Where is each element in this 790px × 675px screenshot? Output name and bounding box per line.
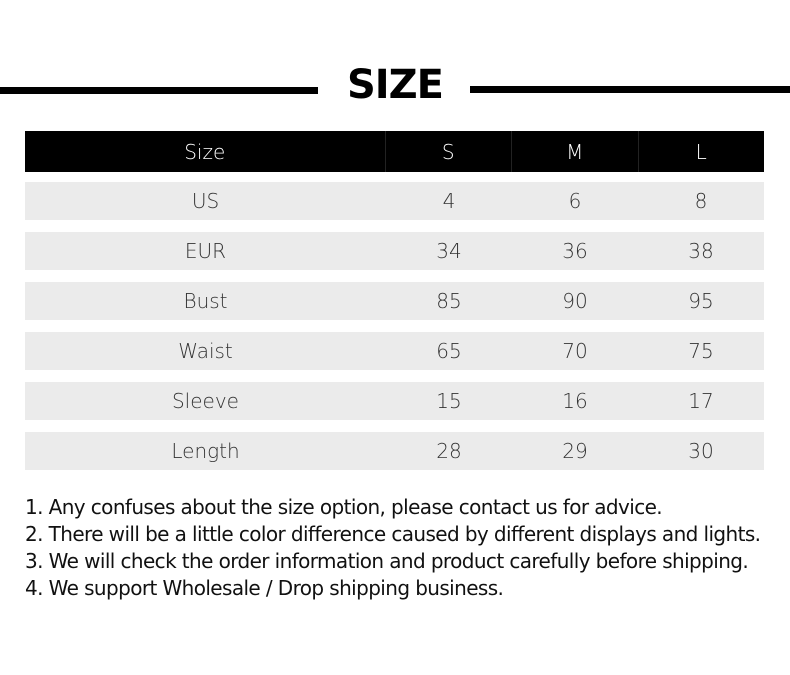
- notes: 1. Any confuses about the size option, p…: [25, 494, 765, 602]
- note-item: 1. Any confuses about the size option, p…: [25, 495, 663, 519]
- table-row: Sleeve 15 16 17: [25, 382, 764, 420]
- size-value: 29: [562, 439, 588, 463]
- size-value: 4: [442, 189, 456, 213]
- size-value: 65: [436, 339, 462, 363]
- row-label: Bust: [183, 289, 228, 313]
- size-value: 28: [436, 439, 462, 463]
- size-value: 15: [436, 389, 462, 413]
- size-value: 95: [688, 289, 714, 313]
- size-value: 30: [688, 439, 714, 463]
- row-label: Length: [171, 439, 240, 463]
- row-label: Sleeve: [171, 389, 239, 413]
- size-value: 8: [694, 189, 708, 213]
- size-value: 75: [688, 339, 714, 363]
- size-table: Size S M L US 4 6 8 EUR 34 36 38 Bust 85 90 95 Waist 65 70…: [25, 131, 764, 482]
- table-row: Waist 65 70 75: [25, 332, 764, 370]
- title-rule-right: [470, 86, 790, 93]
- title-rule-left: [0, 87, 318, 94]
- note-item: 2. There will be a little color differen…: [25, 522, 761, 546]
- size-value: 85: [436, 289, 462, 313]
- size-value: 70: [562, 339, 588, 363]
- table-row: EUR 34 36 38: [25, 232, 764, 270]
- size-value: 90: [562, 289, 588, 313]
- note-item: 4. We support Wholesale / Drop shipping …: [25, 576, 504, 600]
- size-value: S: [384, 131, 511, 172]
- size-value: 16: [562, 389, 588, 413]
- table-row: US 4 6 8: [25, 182, 764, 220]
- table-header: Size S M L: [25, 131, 764, 172]
- page-title: SIZE: [346, 62, 444, 108]
- table-row: Bust 85 90 95: [25, 282, 764, 320]
- table-row: Length 28 29 30: [25, 432, 764, 470]
- size-value: 34: [436, 239, 462, 263]
- row-label: EUR: [184, 239, 227, 263]
- note-item: 3. We will check the order information a…: [25, 549, 749, 573]
- size-value: L: [637, 131, 764, 172]
- size-value: 38: [688, 239, 714, 263]
- row-label: Size: [184, 139, 226, 164]
- size-value: 36: [562, 239, 588, 263]
- row-label: Waist: [178, 339, 233, 363]
- size-value: M: [511, 131, 637, 172]
- row-label: US: [191, 189, 220, 213]
- size-value: 17: [688, 389, 714, 413]
- size-value: 6: [568, 189, 582, 213]
